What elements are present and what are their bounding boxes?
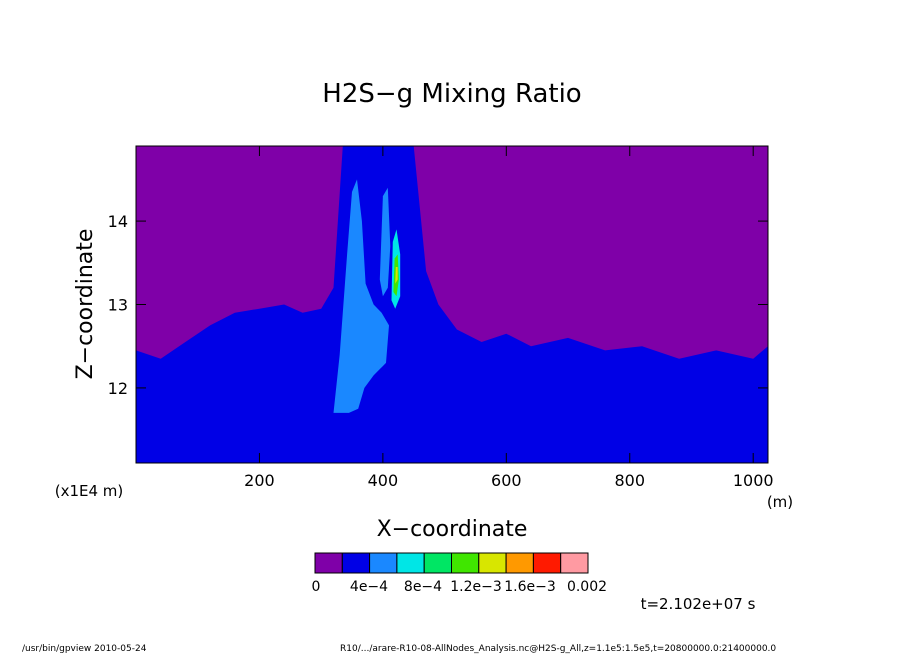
colorbar-swatch xyxy=(532,552,562,574)
x-tick-label: 800 xyxy=(614,471,645,490)
colorbar-swatch xyxy=(560,552,589,574)
colorbar-swatch xyxy=(369,552,398,574)
colorbar-swatch xyxy=(478,552,507,574)
y-tick-label: 13 xyxy=(108,296,128,315)
x-tick-label: 400 xyxy=(368,471,399,490)
x-tick-label: 200 xyxy=(244,471,275,490)
colorbar-swatch xyxy=(396,552,425,574)
colorbar-swatch xyxy=(451,552,480,574)
colorbar-swatch xyxy=(314,552,343,574)
colorbar-swatch xyxy=(341,552,371,574)
colorbar-labels: 0 4e−4 8e−4 1.2e−3 1.6e−3 0.002 xyxy=(312,579,608,595)
y-tick-label: 12 xyxy=(108,379,128,398)
colorbar-label: 8e−4 xyxy=(404,579,442,595)
y-axis-label: Z−coordinate xyxy=(73,229,98,380)
colorbar-swatch xyxy=(505,552,534,574)
peak-layer xyxy=(395,267,398,284)
colorbar-swatch xyxy=(423,552,453,574)
x-axis-unit: (m) xyxy=(767,493,793,511)
colorbar-label: 4e−4 xyxy=(350,579,388,595)
chart-title: H2S−g Mixing Ratio xyxy=(322,79,581,109)
colorbar-label: 1.2e−3 xyxy=(450,579,502,595)
base-layer xyxy=(136,146,768,463)
plume-layer xyxy=(333,179,389,413)
colorbar-label: 0.002 xyxy=(567,579,607,595)
y-axis-ticks: 12 13 14 xyxy=(108,212,768,398)
plume-column-right xyxy=(379,187,391,297)
y-tick-label: 14 xyxy=(108,212,128,231)
x-tick-label: 1000 xyxy=(733,471,774,490)
footer-right: R10/.../arare-R10-08-AllNodes_Analysis.n… xyxy=(340,644,776,654)
colorbar-label: 1.6e−3 xyxy=(504,579,556,595)
x-axis-label: X−coordinate xyxy=(377,517,528,542)
y-axis-unit: (x1E4 m) xyxy=(55,482,124,500)
colorbar xyxy=(314,552,589,574)
colorbar-label: 0 xyxy=(312,579,321,595)
x-axis-ticks: 200 400 600 800 1000 xyxy=(244,146,774,490)
time-label: t=2.102e+07 s xyxy=(641,595,756,613)
plot-area: 200 400 600 800 1000 12 13 14 xyxy=(108,145,774,490)
footer-left: /usr/bin/gpview 2010-05-24 xyxy=(22,644,147,654)
x-tick-label: 600 xyxy=(491,471,522,490)
